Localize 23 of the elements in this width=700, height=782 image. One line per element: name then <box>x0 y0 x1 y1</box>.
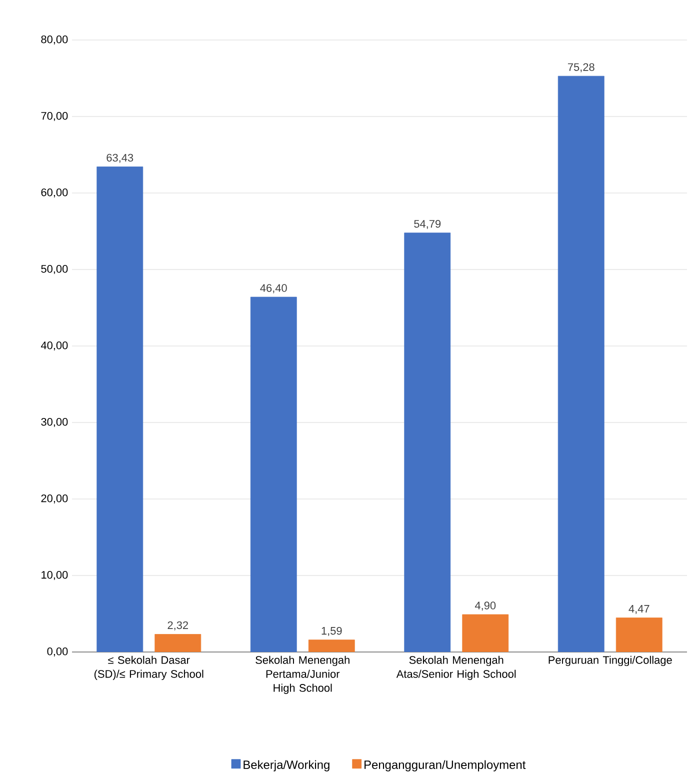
data-label: 2,32 <box>168 621 188 630</box>
data-label: 1,59 <box>322 626 342 636</box>
data-label: 4,47 <box>628 605 650 614</box>
data-label: 46,40 <box>260 284 287 294</box>
y-tick-label: 80,00 <box>41 35 68 45</box>
y-tick-label: 20,00 <box>41 494 68 504</box>
y-tick-label: 10,00 <box>42 570 68 580</box>
x-tick-label: Sekolah Menengah Atas/Senior High School <box>396 656 516 680</box>
legend-label: Pengangguran/Unemployment <box>364 760 526 772</box>
legend-label: Bekerja/Working <box>244 760 330 772</box>
y-tick-label: 60,00 <box>41 188 68 198</box>
y-tick-label: 50,00 <box>41 264 68 274</box>
data-label: 63,43 <box>106 154 134 163</box>
x-tick-label: ≤ Sekolah Dasar (SD)/≤ Primary School <box>94 656 204 680</box>
y-tick-label: 40,00 <box>40 341 68 351</box>
data-label: 54,79 <box>414 220 441 230</box>
x-tick-label: Perguruan Tinggi/Collage <box>548 656 672 666</box>
data-label: 75,28 <box>568 63 594 72</box>
data-label: 4,90 <box>474 602 496 611</box>
y-tick-label: 0,00 <box>47 647 68 657</box>
x-tick-label: Sekolah Menengah Pertama/Junior High School <box>256 656 350 694</box>
y-tick-label: 30,00 <box>41 418 68 428</box>
y-tick-label: 70,00 <box>41 112 68 122</box>
